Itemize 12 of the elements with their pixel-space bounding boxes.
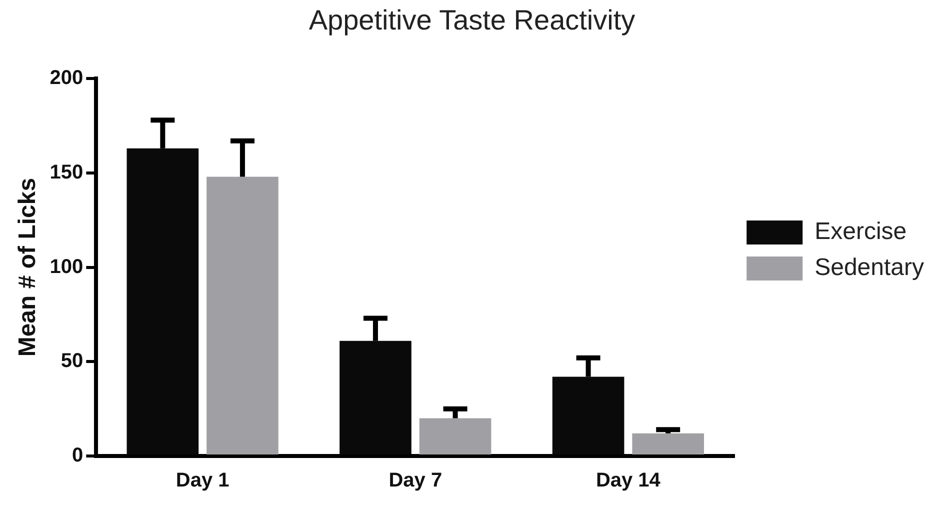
x-tick-label: Day 1: [176, 470, 230, 492]
y-axis-title: Mean # of Licks: [14, 178, 42, 357]
y-tick-label: 200: [50, 67, 84, 90]
chart-title: Appetitive Taste Reactivity: [308, 4, 636, 36]
y-tick-label: 150: [50, 161, 84, 184]
x-tick-label: Day 14: [596, 470, 662, 492]
legend-label: Exercise: [814, 218, 907, 246]
y-tick-label: 50: [60, 350, 84, 372]
y-tick-label: 100: [50, 256, 84, 278]
x-tick-label: Day 7: [388, 470, 442, 492]
y-tick-label: 0: [72, 444, 84, 467]
legend-label: Sedentary: [814, 254, 924, 282]
